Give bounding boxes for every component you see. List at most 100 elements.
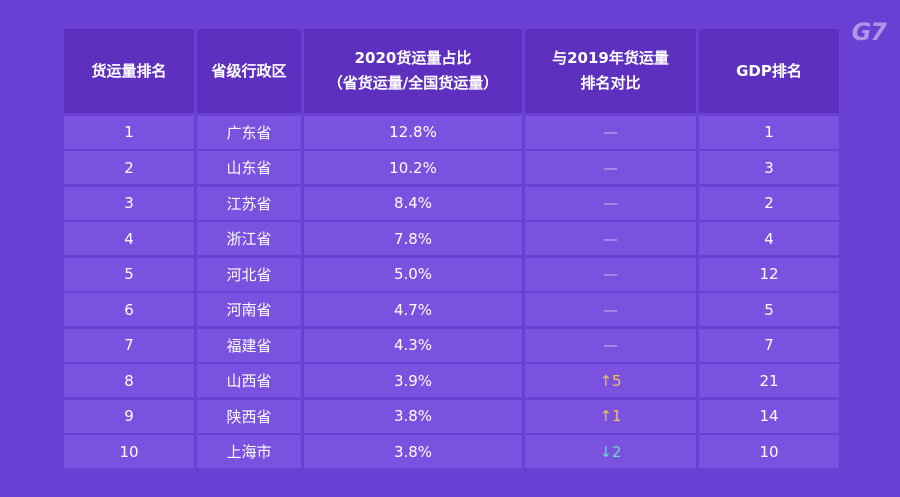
rank-change-value: 5	[612, 371, 622, 390]
header-gdp-rank: GDP排名	[699, 29, 839, 113]
rank-cell-text: 6	[124, 300, 134, 319]
header-rank-change-line1: 与2019年货运量	[552, 49, 669, 67]
gdp-rank-cell: 5	[699, 293, 839, 326]
share-cell: 7.8%	[304, 222, 522, 255]
province-cell-text: 河北省	[226, 265, 272, 284]
share-cell-text: 4.7%	[393, 300, 433, 319]
rank-change-cell: —	[525, 222, 696, 255]
header-freight-rank: 货运量排名	[64, 29, 194, 113]
rank-change-value: 2	[612, 442, 622, 461]
rank-cell: 4	[64, 222, 194, 255]
province-cell: 山东省	[197, 151, 301, 184]
arrow-up-icon: ↑	[599, 371, 613, 390]
share-cell: 3.8%	[304, 399, 522, 433]
province-cell: 河南省	[197, 293, 301, 326]
share-cell-text: 8.4%	[393, 194, 433, 212]
rank-cell: 1	[64, 115, 194, 149]
rank-cell-text: 5	[124, 265, 134, 283]
gdp-rank-cell: 1	[699, 115, 839, 149]
rank-change-cell: —	[525, 186, 696, 220]
share-cell-text: 12.8%	[389, 123, 437, 141]
rank-change-value: —	[603, 123, 618, 141]
gdp-rank-cell-text: 7	[764, 336, 774, 354]
rank-change-value: 1	[612, 407, 622, 425]
share-cell: 10.2%	[304, 151, 522, 184]
rank-change-cell: —	[525, 151, 696, 184]
header-share-line1: 2020货运量占比	[354, 49, 472, 67]
rank-cell: 7	[64, 328, 194, 362]
header-rank-change-line2: 排名对比	[580, 74, 641, 92]
rank-change-cell: —	[525, 257, 696, 291]
header-freight-rank-label: 货运量排名	[91, 61, 167, 80]
share-cell: 8.4%	[304, 186, 522, 220]
province-cell-text: 浙江省	[226, 230, 272, 248]
gdp-rank-cell-text: 12	[759, 265, 779, 283]
province-cell-text: 陕西省	[226, 407, 272, 426]
rank-change-cell: ↑ 1	[525, 399, 696, 433]
province-cell-text: 福建省	[226, 336, 272, 355]
rank-cell: 6	[64, 293, 194, 326]
share-cell: 5.0%	[304, 257, 522, 291]
share-cell-text: 5.0%	[393, 265, 433, 283]
rank-change-cell: —	[525, 293, 696, 326]
rank-change-value: —	[603, 300, 618, 319]
share-cell-text: 3.8%	[393, 407, 433, 425]
rank-change-value: —	[603, 229, 618, 248]
rank-change-cell: —	[525, 115, 696, 149]
rank-change-value: —	[603, 336, 618, 354]
share-cell: 4.7%	[304, 293, 522, 326]
gdp-rank-cell: 10	[699, 435, 839, 468]
gdp-rank-cell-text: 1	[764, 123, 774, 141]
province-cell-text: 广东省	[226, 123, 272, 142]
province-cell: 山西省	[197, 364, 301, 397]
share-cell-text: 3.9%	[393, 371, 433, 390]
share-cell: 3.8%	[304, 435, 522, 468]
province-cell-text: 山东省	[226, 159, 272, 177]
gdp-rank-cell: 14	[699, 399, 839, 433]
rank-cell-text: 7	[124, 336, 134, 354]
rank-cell-text: 2	[124, 158, 134, 177]
share-cell: 12.8%	[304, 115, 522, 149]
header-gdp-rank-label: GDP排名	[736, 61, 802, 80]
gdp-rank-cell-text: 21	[759, 371, 779, 390]
gdp-rank-cell: 7	[699, 328, 839, 362]
rank-change-cell: ↑ 5	[525, 364, 696, 397]
rank-change-value: —	[603, 158, 618, 177]
share-cell: 4.3%	[304, 328, 522, 362]
arrow-down-icon: ↓	[599, 442, 613, 461]
rank-change-cell: ↓ 2	[525, 435, 696, 468]
province-cell: 福建省	[197, 328, 301, 362]
share-cell-text: 4.3%	[393, 336, 433, 354]
rank-cell-text: 10	[119, 442, 139, 461]
province-cell: 上海市	[197, 435, 301, 468]
province-cell: 广东省	[197, 115, 301, 149]
header-province: 省级行政区	[197, 29, 301, 113]
rank-cell: 3	[64, 186, 194, 220]
share-cell: 3.9%	[304, 364, 522, 397]
rank-change-value: —	[603, 265, 618, 283]
province-cell-text: 河南省	[226, 301, 272, 319]
gdp-rank-cell-text: 3	[764, 158, 774, 177]
rank-change-value: —	[603, 194, 618, 212]
province-cell-text: 上海市	[226, 443, 272, 461]
header-rank-change: 与2019年货运量 排名对比	[525, 29, 696, 113]
rank-cell-text: 9	[124, 407, 134, 425]
gdp-rank-cell: 4	[699, 222, 839, 255]
share-cell-text: 3.8%	[393, 442, 433, 461]
rank-cell: 5	[64, 257, 194, 291]
rank-cell: 10	[64, 435, 194, 468]
rank-cell-text: 8	[124, 371, 134, 390]
rank-cell: 9	[64, 399, 194, 433]
header-share-line2: （省货运量/全国货运量）	[327, 74, 499, 92]
province-cell-text: 江苏省	[226, 194, 272, 213]
g7-logo: G7	[851, 18, 887, 46]
province-cell: 浙江省	[197, 222, 301, 255]
rank-cell-text: 3	[124, 194, 134, 212]
province-cell-text: 山西省	[226, 372, 272, 390]
gdp-rank-cell-text: 14	[759, 407, 779, 425]
gdp-rank-cell: 12	[699, 257, 839, 291]
province-cell: 陕西省	[197, 399, 301, 433]
gdp-rank-cell-text: 10	[759, 442, 779, 461]
share-cell-text: 10.2%	[389, 158, 437, 177]
gdp-rank-cell: 3	[699, 151, 839, 184]
